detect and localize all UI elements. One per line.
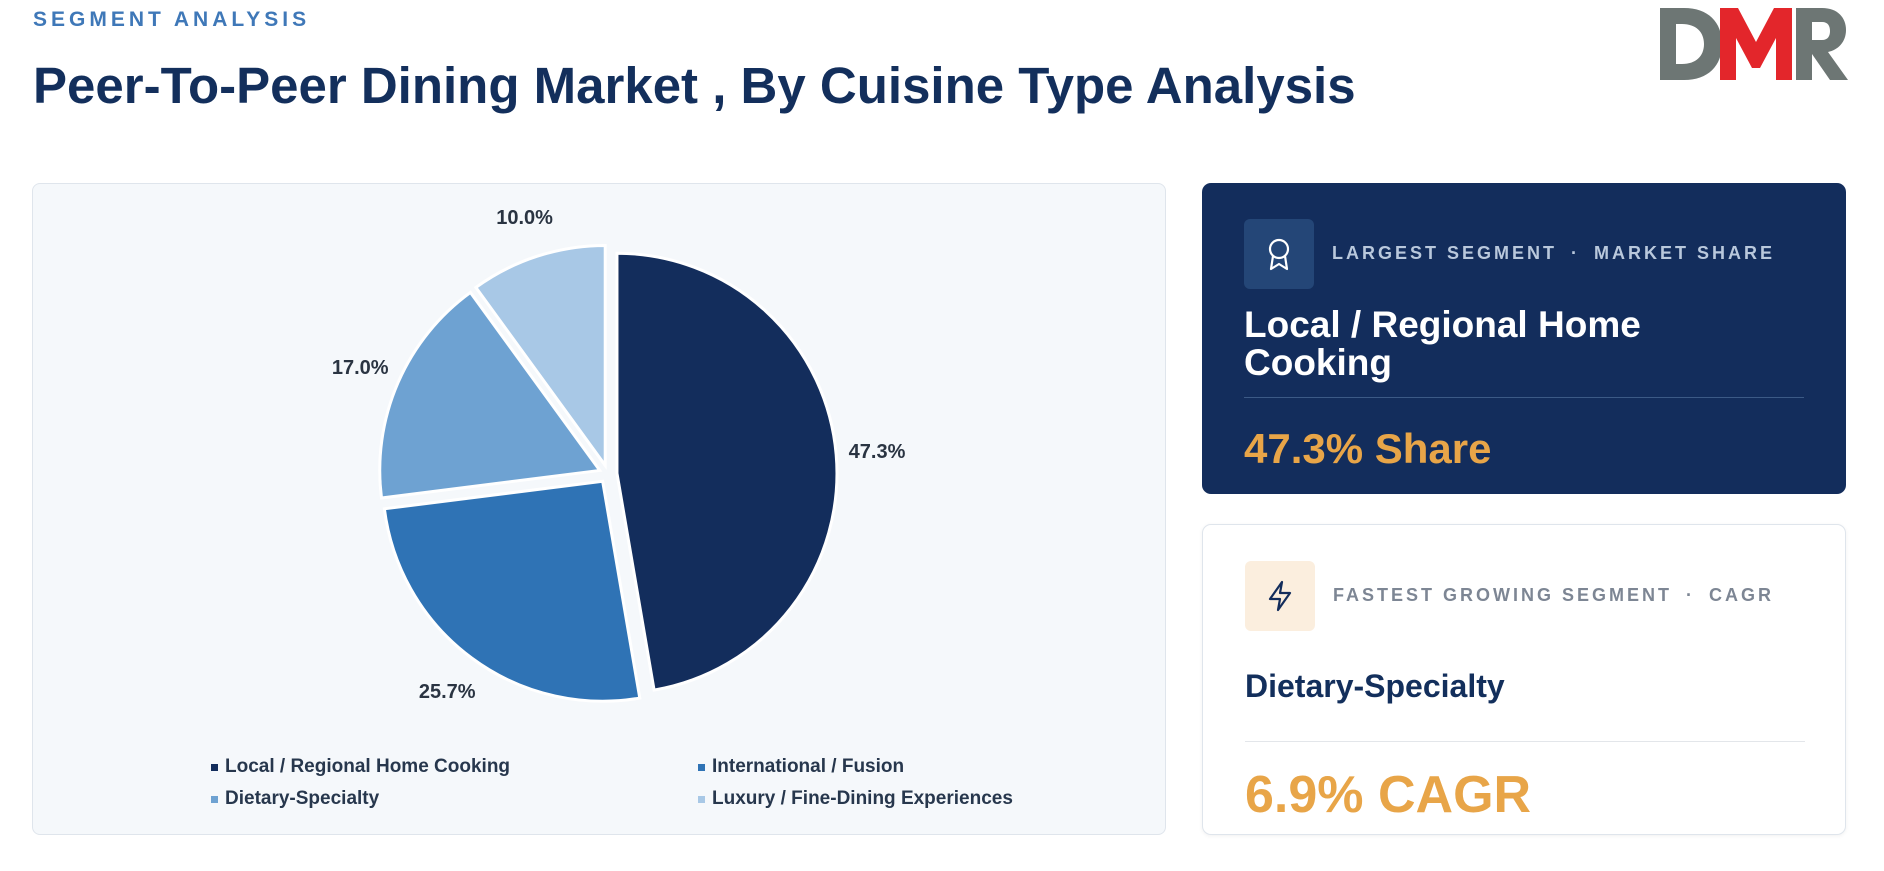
pie-slice-international [382, 479, 642, 703]
award-icon-box [1244, 219, 1314, 289]
segment-name: Local / Regional Home Cooking [1244, 304, 1641, 383]
pie-slice-dietary [378, 290, 603, 500]
card-label: LARGEST SEGMENT · MARKET SHARE [1332, 243, 1776, 263]
dmr-logo [1660, 8, 1848, 80]
divider [1244, 397, 1804, 398]
fastest-segment-card: FASTEST GROWING SEGMENT · CAGR Dietary-Spe… [1202, 524, 1846, 835]
eyebrow-label: SEGMENT ANALYSIS [33, 8, 311, 31]
legend-swatch [211, 795, 218, 803]
share-value: 47.3% Share [1244, 425, 1492, 472]
lightning-icon-box [1245, 561, 1315, 631]
chart-panel: 47.3% 25.7% 17.0% 10.0% Local / Regional Ho… [32, 183, 1166, 835]
page-title: Peer-To-Peer Dining Market , By Cuisine … [33, 57, 1356, 114]
legend-item-luxury: Luxury / Fine-Dining Experiences [698, 788, 1013, 810]
cagr-value: 6.9% CAGR [1245, 766, 1532, 824]
slice-label-local: 47.3% [849, 441, 906, 463]
divider [1245, 741, 1805, 742]
pie-slice-luxury [473, 243, 607, 471]
legend-item-international: International / Fusion [698, 756, 904, 778]
largest-segment-card: LARGEST SEGMENT · MARKET SHARE Local / Reg… [1202, 183, 1846, 494]
segment-name: Dietary-Specialty [1245, 668, 1505, 704]
slice-label-luxury: 10.0% [496, 207, 553, 229]
lightning-icon [1268, 580, 1292, 612]
slice-label-international: 25.7% [419, 681, 476, 703]
pie-chart: 47.3% 25.7% 17.0% 10.0% [332, 207, 906, 703]
legend-label: Local / Regional Home Cooking [225, 756, 511, 777]
pie-slice-local [615, 251, 839, 692]
slice-label-dietary: 17.0% [332, 357, 389, 379]
card-label: FASTEST GROWING SEGMENT · CAGR [1333, 585, 1775, 605]
legend-swatch [698, 795, 705, 803]
legend-label: Dietary-Specialty [225, 788, 380, 809]
legend-label: International / Fusion [712, 756, 905, 777]
legend-swatch [211, 763, 218, 771]
legend-item-dietary: Dietary-Specialty [211, 788, 379, 810]
legend-item-local: Local / Regional Home Cooking [211, 756, 510, 778]
award-icon [1268, 238, 1290, 271]
legend-swatch [698, 763, 705, 771]
legend-label: Luxury / Fine-Dining Experiences [712, 788, 1013, 809]
